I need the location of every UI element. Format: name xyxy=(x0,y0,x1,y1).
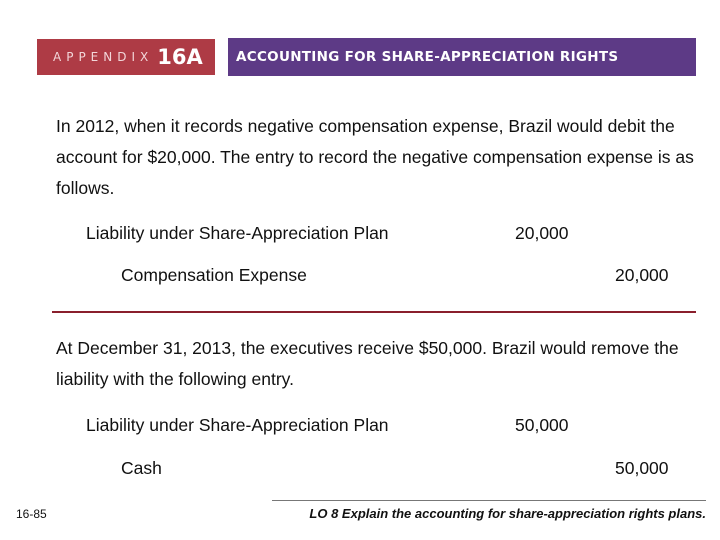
entry2-credit-account: Cash xyxy=(121,458,162,478)
entry1-debit-account: Liability under Share-Appreciation Plan xyxy=(86,223,389,243)
entry1-debit-amount: 20,000 xyxy=(515,223,569,243)
paragraph-executives-receive: At December 31, 2013, the executives rec… xyxy=(56,338,679,389)
entry2-credit-amount: 50,000 xyxy=(615,458,669,478)
entry2-debit-account: Liability under Share-Appreciation Plan xyxy=(86,415,389,435)
appendix-badge: APPENDIX 16A xyxy=(36,38,216,76)
page-title: ACCOUNTING FOR SHARE-APPRECIATION RIGHTS xyxy=(236,49,619,65)
paragraph-negative-expense: In 2012, when it records negative compen… xyxy=(56,116,694,198)
header-separator xyxy=(216,38,228,76)
appendix-number: 16A xyxy=(157,45,203,69)
header-banner: APPENDIX 16A ACCOUNTING FOR SHARE-APPREC… xyxy=(36,38,696,76)
entry2-debit-amount: 50,000 xyxy=(515,415,569,435)
section-divider xyxy=(52,311,696,313)
page-number: 16-85 xyxy=(16,507,47,521)
entry1-credit-account: Compensation Expense xyxy=(121,265,307,285)
entry1-credit-amount: 20,000 xyxy=(615,265,669,285)
footer-rule xyxy=(272,500,706,501)
learning-objective: LO 8 Explain the accounting for share-ap… xyxy=(309,506,706,521)
appendix-label: APPENDIX xyxy=(53,50,154,64)
